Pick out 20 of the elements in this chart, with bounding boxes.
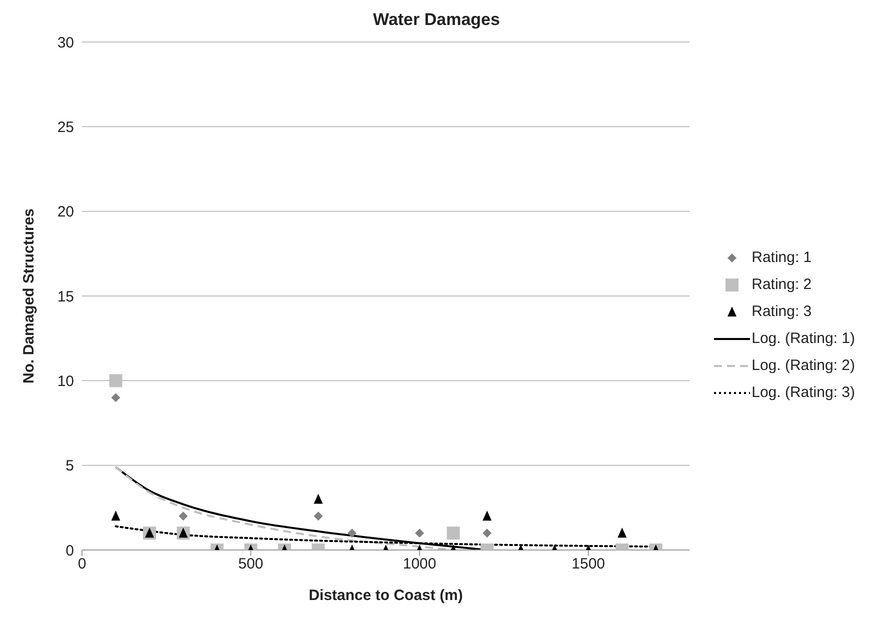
legend-label: Log. (Rating: 2) (752, 357, 855, 374)
legend-label: Rating: 1 (752, 249, 812, 266)
chart-title: Water Damages (372, 10, 501, 30)
x-axis-title: Distance to Coast (m) (308, 587, 463, 604)
x-tick-label: 1500 (572, 556, 606, 573)
legend-label: Log. (Rating: 3) (752, 384, 855, 401)
x-tick-label: 0 (78, 556, 86, 573)
legend-label: Rating: 2 (752, 276, 812, 293)
y-tick-label: 10 (57, 372, 74, 390)
legend-label: Log. (Rating: 1) (752, 330, 855, 347)
y-tick-label: 5 (66, 458, 74, 475)
y-axis-title: No. Damaged Structures (20, 208, 38, 384)
y-tick-label: 25 (57, 118, 74, 136)
x-tick-label: 1000 (402, 556, 436, 573)
y-tick-label: 0 (66, 542, 74, 560)
y-tick-label: 15 (57, 288, 74, 306)
x-tick-label: 500 (238, 556, 264, 573)
y-tick-label: 30 (57, 34, 74, 52)
legend-label: Rating: 3 (752, 303, 812, 320)
y-tick-label: 20 (57, 204, 74, 221)
